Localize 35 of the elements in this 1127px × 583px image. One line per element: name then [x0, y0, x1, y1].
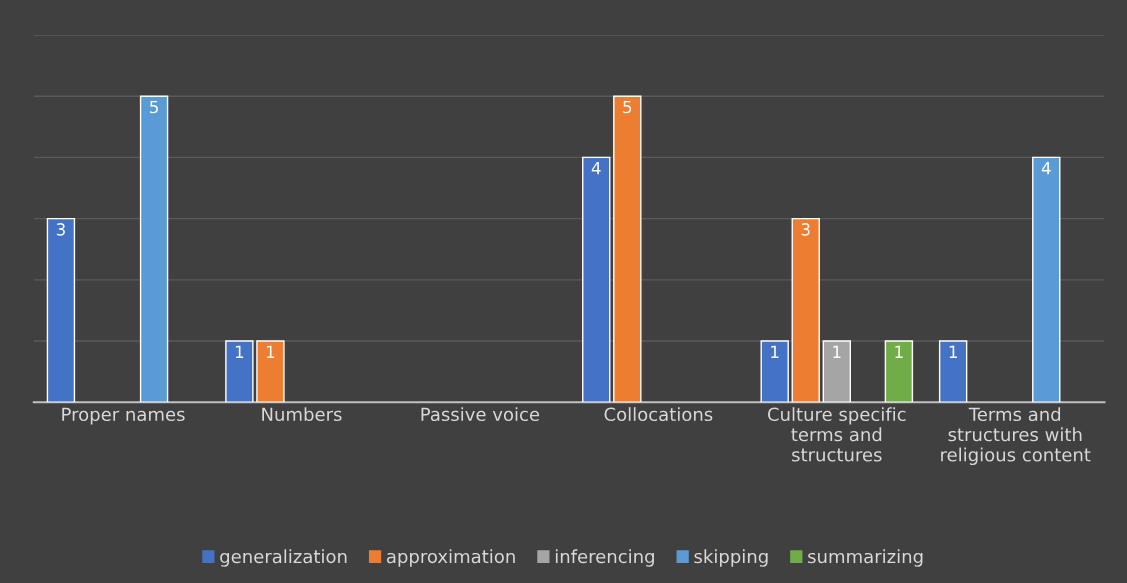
x-tick-label: Terms and structures with religious content — [941, 407, 1091, 466]
x-tick-label: Numbers — [262, 407, 342, 422]
data-label: 1 — [235, 345, 244, 358]
bar — [46, 217, 76, 403]
bar — [139, 95, 169, 403]
x-tick-label: Passive voice — [421, 407, 540, 422]
bar — [791, 217, 820, 403]
data-label: 4 — [591, 162, 601, 175]
bar — [760, 340, 789, 403]
x-tick-label: Culture specific terms and structures — [767, 407, 906, 462]
bar — [938, 340, 968, 403]
legend-label: inferencing — [555, 549, 654, 567]
legend-label: summarizing — [808, 549, 923, 567]
bar — [256, 340, 285, 403]
bar — [1032, 156, 1061, 403]
legend-label: generalization — [220, 549, 347, 567]
data-label: 4 — [1041, 162, 1051, 175]
data-label: 3 — [56, 223, 65, 236]
bar — [582, 156, 611, 403]
legend-label: approximation — [386, 549, 515, 567]
data-label: 5 — [150, 100, 158, 114]
data-label: 3 — [801, 223, 810, 236]
x-tick-label: Proper names — [62, 407, 185, 425]
bar — [822, 340, 851, 403]
bar — [613, 95, 642, 403]
legend-label: skipping — [694, 549, 768, 567]
data-label: 5 — [623, 100, 632, 114]
data-label: 1 — [266, 345, 275, 358]
data-label: 1 — [833, 345, 841, 358]
data-label: 1 — [895, 345, 903, 358]
bar — [225, 340, 254, 403]
data-label: 1 — [949, 345, 957, 358]
bar — [884, 340, 914, 403]
x-tick-label: Collocations — [604, 407, 713, 422]
data-label: 1 — [771, 345, 779, 358]
